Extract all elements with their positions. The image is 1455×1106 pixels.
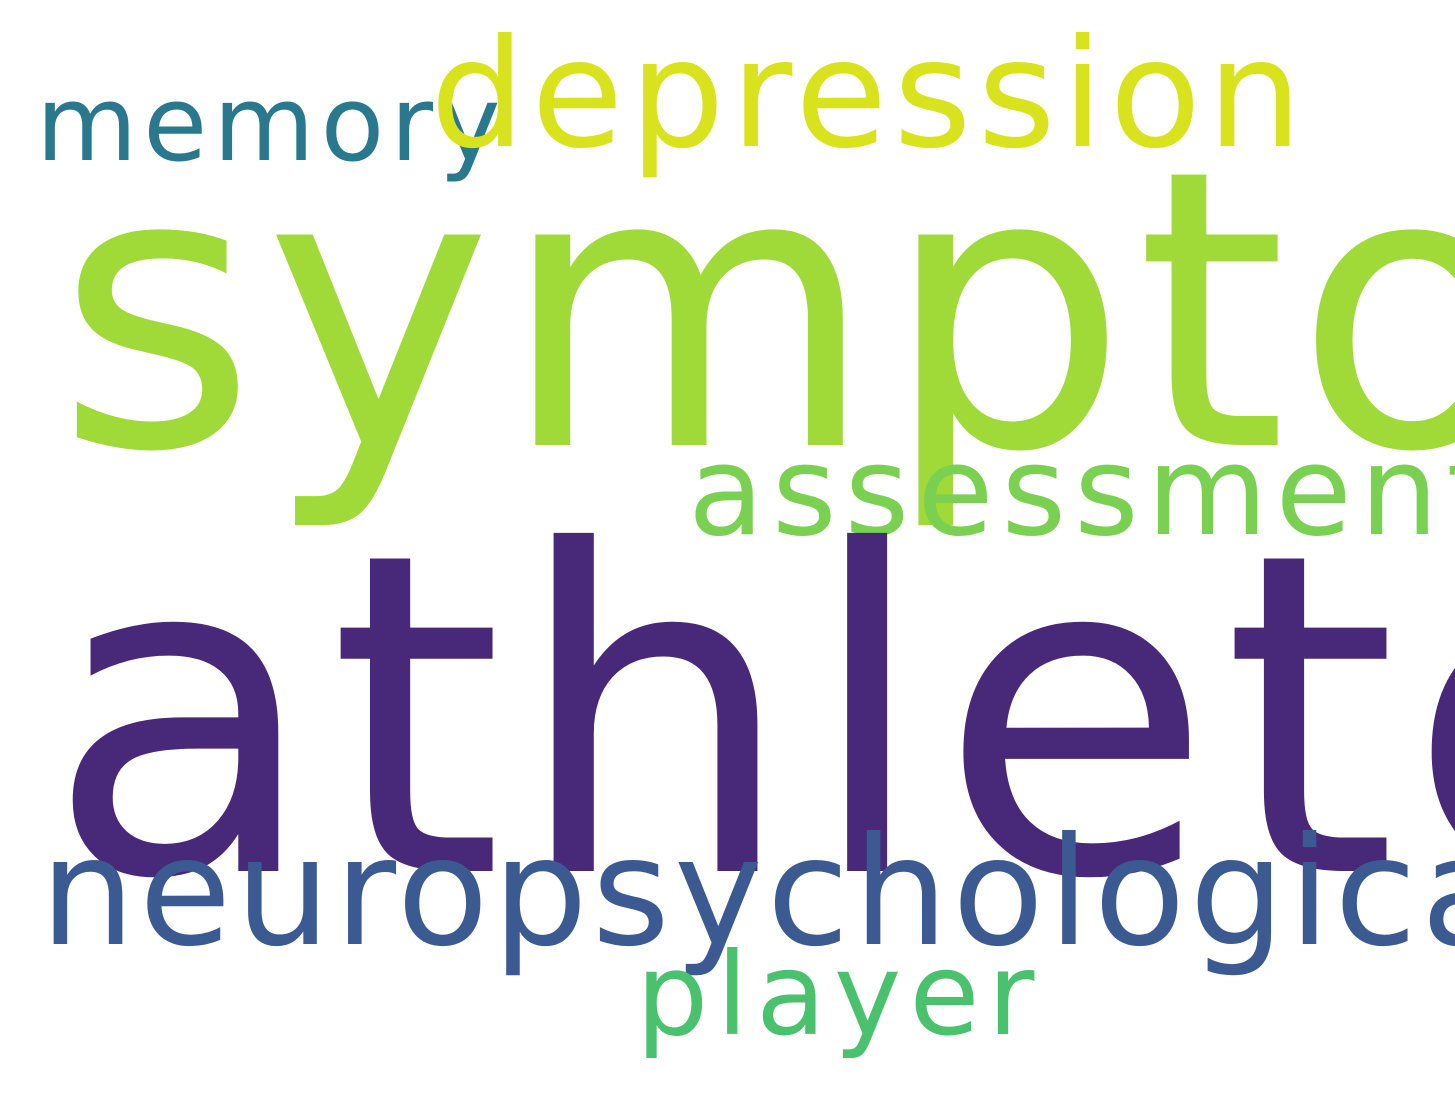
word-memory: memory — [36, 63, 507, 185]
word-athlete: athlete — [46, 458, 1455, 976]
word-neuropsychological: neuropsychological — [40, 806, 1455, 980]
word-symptom: symptom — [56, 88, 1455, 536]
word-player: player — [636, 928, 1043, 1061]
word-depression: depression — [430, 8, 1309, 182]
word-assessment: assessment — [688, 420, 1455, 564]
